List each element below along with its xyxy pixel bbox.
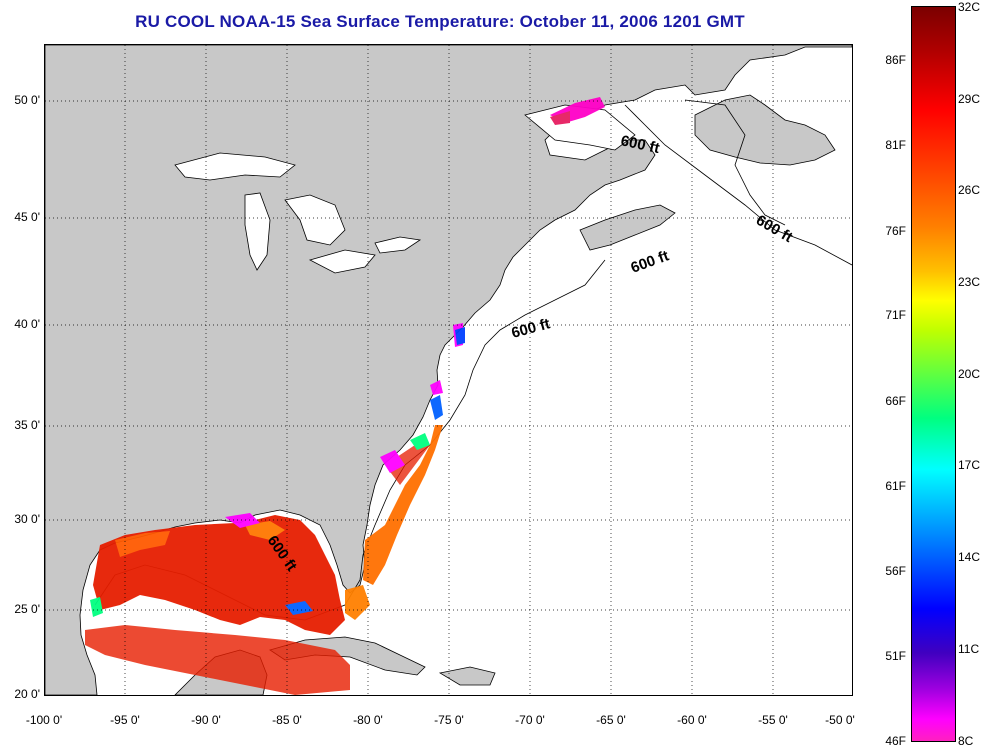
colorbar-label-c: 20C (958, 367, 981, 381)
map-graphic: 600 ft 600 ft 600 ft 600 ft 600 ft (45, 45, 852, 695)
x-tick-label: -60 0' (677, 713, 707, 727)
colorbar-label-f: 51F (885, 649, 906, 663)
colorbar-label-f: 71F (885, 308, 906, 322)
x-tick-label: -70 0' (515, 713, 545, 727)
x-tick-label: -75 0' (434, 713, 464, 727)
map-title: RU COOL NOAA-15 Sea Surface Temperature:… (135, 12, 745, 31)
x-tick-label: -95 0' (110, 713, 140, 727)
x-tick-label: -55 0' (758, 713, 788, 727)
temperature-colorbar (911, 6, 956, 742)
colorbar-label-c: 26C (958, 183, 981, 197)
y-tick-label: 35 0' (14, 418, 40, 432)
x-tick-label: -80 0' (353, 713, 383, 727)
colorbar-label-c: 8C (958, 734, 974, 748)
y-tick-label: 45 0' (14, 210, 40, 224)
colorbar-label-f: 81F (885, 138, 906, 152)
land-nova-scotia (579, 204, 676, 251)
sst-data (85, 97, 605, 695)
x-tick-label: -85 0' (272, 713, 302, 727)
colorbar-label-c: 32C (958, 0, 981, 14)
isobath-label: 600 ft (510, 315, 552, 342)
colorbar-label-f: 76F (885, 224, 906, 238)
y-tick-label: 30 0' (14, 512, 40, 526)
y-tick-label: 50 0' (14, 93, 40, 107)
colorbar-label-f: 86F (885, 53, 906, 67)
x-tick-label: -65 0' (596, 713, 626, 727)
x-tick-label: -90 0' (191, 713, 221, 727)
land-hispaniola (438, 666, 496, 686)
x-tick-label: -50 0' (825, 713, 855, 727)
colorbar-label-f: 66F (885, 394, 906, 408)
graticule (45, 45, 852, 695)
isobath-label: 600 ft (753, 212, 795, 246)
colorbar-label-c: 23C (958, 275, 981, 289)
colorbar-label-f: 61F (885, 479, 906, 493)
y-tick-label: 25 0' (14, 602, 40, 616)
y-tick-label: 40 0' (14, 317, 40, 331)
land-newfoundland (694, 94, 836, 166)
colorbar-label-c: 11C (958, 642, 980, 656)
sst-map: 600 ft 600 ft 600 ft 600 ft 600 ft (44, 44, 853, 696)
colorbar-label-c: 17C (958, 458, 981, 472)
isobath-label: 600 ft (629, 247, 672, 276)
colorbar-label-c: 29C (958, 92, 981, 106)
colorbar-label-f: 46F (885, 734, 906, 748)
y-tick-label: 20 0' (14, 687, 40, 701)
colorbar-label-c: 14C (958, 550, 981, 564)
colorbar-label-f: 56F (885, 564, 906, 578)
x-tick-label: -100 0' (25, 713, 63, 727)
